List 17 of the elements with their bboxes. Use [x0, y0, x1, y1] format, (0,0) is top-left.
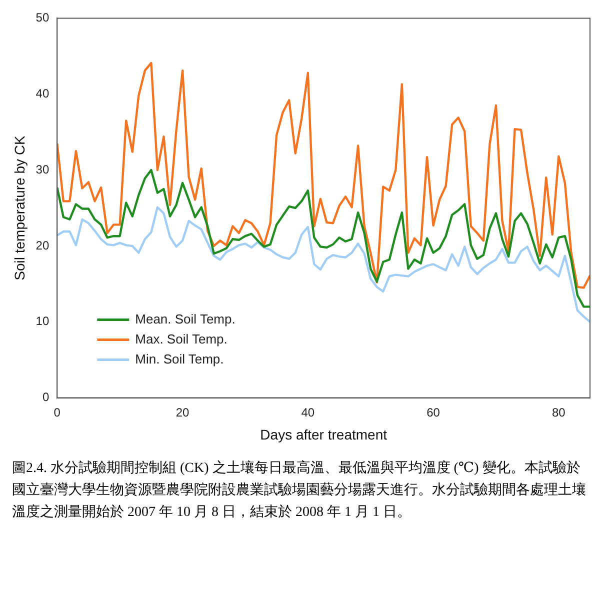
- y-tick-label: 40: [36, 86, 50, 100]
- x-tick-label: 0: [54, 405, 61, 420]
- x-tick-label: 60: [426, 405, 440, 420]
- y-tick-label: 0: [42, 390, 50, 404]
- x-tick-label: 40: [301, 405, 315, 420]
- y-tick-label: 20: [36, 238, 50, 252]
- x-axis-title: Days after treatment: [260, 426, 388, 442]
- legend-label: Max. Soil Temp.: [135, 331, 228, 346]
- legend-label: Mean. Soil Temp.: [135, 311, 236, 326]
- x-tick-label: 80: [552, 405, 566, 420]
- x-tick-label: 20: [176, 405, 190, 420]
- legend-label: Min. Soil Temp.: [135, 351, 224, 366]
- caption: 圖2.4. 水分試驗期間控制組 (CK) 之土壤每日最高溫、最低溫與平均溫度 (℃) 變化。本試驗於國立臺灣大學生物資源暨農學院附設農業試驗場園藝分場露天進行。水分試驗期間各處理土壤溫度之測量開始於 2007 年 10 月 8 日，結束於 2008 年 1 月 1 日。: [11, 459, 587, 522]
- y-tick-label: 50: [36, 10, 50, 25]
- y-tick-label: 30: [36, 162, 50, 176]
- y-axis-title: Soil temperature by CK: [11, 134, 28, 280]
- y-tick-label: 10: [36, 314, 50, 328]
